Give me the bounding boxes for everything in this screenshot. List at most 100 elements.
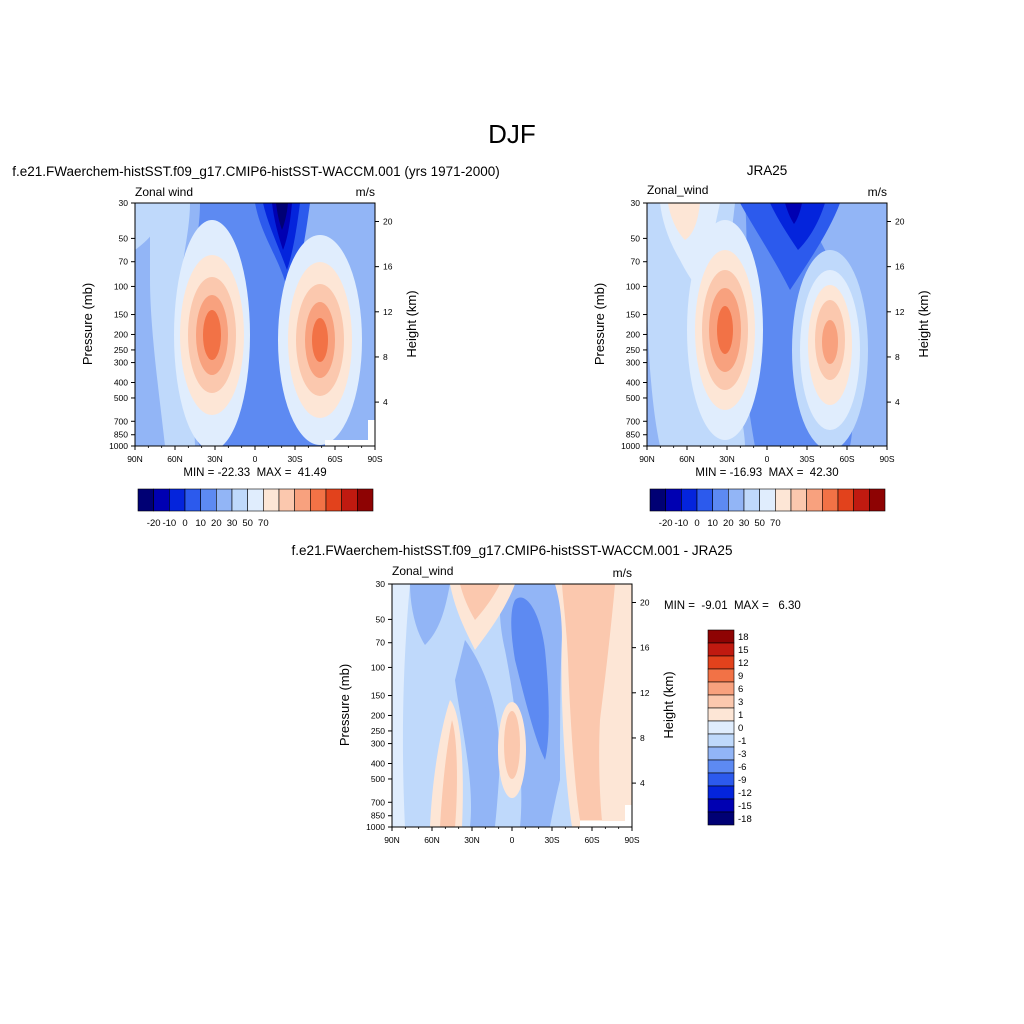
model-colorbar-swatch <box>278 488 295 512</box>
model-colorbar-swatch <box>137 488 154 512</box>
model-contour-band <box>203 310 221 360</box>
diff-units-label: m/s <box>613 566 632 580</box>
diff-colorbar-swatch <box>707 629 735 644</box>
model-colorbar-label: 0 <box>182 518 187 529</box>
diff-colorbar-swatch <box>707 785 735 800</box>
diff-ytick-label: 100 <box>371 662 385 672</box>
obs-ytick-label: 250 <box>626 345 640 355</box>
obs-colorbar-swatch <box>853 488 870 512</box>
diff-colorbar-label: 9 <box>738 671 743 682</box>
obs-stats: MIN = -16.93 MAX = 42.30 <box>695 467 838 479</box>
diff-colorbar-label: -15 <box>738 801 752 812</box>
model-colorbar-swatch <box>357 488 374 512</box>
diff-xtick-label: 60N <box>424 835 440 845</box>
obs-contour-field <box>647 203 887 446</box>
diff-xtick-label: 30N <box>464 835 480 845</box>
model-y2tick-label: 16 <box>383 262 393 272</box>
diff-colorbar-swatch <box>707 759 735 774</box>
diff-contour-band <box>511 597 549 760</box>
model-colorbar-label: 20 <box>211 518 222 529</box>
model-variable-label: Zonal wind <box>135 185 193 199</box>
model-colorbar-label: 70 <box>258 518 269 529</box>
diff-ytick-label: 150 <box>371 691 385 701</box>
diff-ytick-label: 70 <box>376 638 386 648</box>
obs-colorbar: -20 -10 0 10 20 30 50 70 <box>649 488 886 529</box>
model-ylabel: Pressure (mb) <box>80 283 95 365</box>
diff-xtick-label: 60S <box>584 835 599 845</box>
model-xtick-label: 60S <box>327 454 342 464</box>
diff-colorbar-label: -12 <box>738 788 752 799</box>
diff-colorbar-label: 1 <box>738 710 743 721</box>
diff-colorbar-label: 12 <box>738 658 749 669</box>
obs-xtick-label: 30S <box>799 454 814 464</box>
obs-colorbar-swatch <box>696 488 713 512</box>
diff-colorbar-label: 18 <box>738 632 749 643</box>
obs-contour-band <box>785 203 802 224</box>
diff-contour-band <box>455 640 500 827</box>
diff-xtick-label: 0 <box>510 835 515 845</box>
obs-colorbar-label: -10 <box>674 518 688 529</box>
model-colorbar-swatch <box>169 488 186 512</box>
diff-variable-label: Zonal_wind <box>392 564 453 578</box>
obs-colorbar-label: 10 <box>707 518 718 529</box>
diff-ytick-label: 700 <box>371 797 385 807</box>
panel-model: f.e21.FWaerchem-histSST.f09_g17.CMIP6-hi… <box>12 164 499 529</box>
diff-colorbar-label: 6 <box>738 684 743 695</box>
model-xtick-label: 0 <box>253 454 258 464</box>
model-ytick-label: 700 <box>114 416 128 426</box>
model-ytick-label: 200 <box>114 329 128 339</box>
obs-contour-band <box>770 203 825 250</box>
obs-colorbar-label: -20 <box>659 518 673 529</box>
obs-y2tick-label: 12 <box>895 307 905 317</box>
model-colorbar-label: -10 <box>162 518 176 529</box>
diff-colorbar-swatch <box>707 746 735 761</box>
diff-ytick-label: 30 <box>376 579 386 589</box>
model-contour-band <box>276 203 288 230</box>
obs-ytick-label: 50 <box>631 233 641 243</box>
diff-colorbar-swatch <box>707 668 735 683</box>
diff-ytick-label: 250 <box>371 726 385 736</box>
model-colorbar-label: -20 <box>147 518 161 529</box>
obs-ytick-label: 850 <box>626 430 640 440</box>
diff-ylabel: Pressure (mb) <box>337 664 352 746</box>
obs-colorbar-swatch <box>869 488 886 512</box>
obs-ytick-label: 700 <box>626 416 640 426</box>
obs-units-label: m/s <box>868 185 887 199</box>
model-colorbar-label: 30 <box>227 518 238 529</box>
diff-colorbar-label: -18 <box>738 814 752 825</box>
diff-colorbar-swatch <box>707 733 735 748</box>
obs-y2tick-label: 16 <box>895 262 905 272</box>
diff-colorbar-label: -3 <box>738 749 746 760</box>
obs-y2tick-label: 4 <box>895 397 900 407</box>
diff-contour-band <box>440 720 457 827</box>
diff-contour-band <box>460 584 500 620</box>
figure-title: DJF <box>488 119 536 149</box>
panel-diff: f.e21.FWaerchem-histSST.f09_g17.CMIP6-hi… <box>292 543 801 845</box>
model-panel-title: f.e21.FWaerchem-histSST.f09_g17.CMIP6-hi… <box>12 164 499 179</box>
obs-xtick-label: 90N <box>639 454 655 464</box>
obs-contour-band <box>822 320 838 364</box>
obs-colorbar-swatch <box>806 488 823 512</box>
diff-colorbar-swatch <box>707 720 735 735</box>
obs-colorbar-swatch <box>728 488 745 512</box>
model-xtick-label: 30S <box>287 454 302 464</box>
obs-colorbar-swatch <box>775 488 792 512</box>
obs-colorbar-label: 70 <box>770 518 781 529</box>
obs-colorbar-swatch <box>665 488 682 512</box>
model-colorbar-swatch <box>294 488 311 512</box>
model-xtick-label: 90S <box>367 454 382 464</box>
obs-colorbar-swatch <box>759 488 776 512</box>
obs-colorbar-swatch <box>822 488 839 512</box>
obs-ytick-label: 150 <box>626 310 640 320</box>
diff-y2tick-label: 4 <box>640 778 645 788</box>
diff-ytick-label: 400 <box>371 759 385 769</box>
model-xtick-label: 90N <box>127 454 143 464</box>
diff-xtick-label: 90S <box>624 835 639 845</box>
diff-ytick-label: 300 <box>371 739 385 749</box>
diff-y2tick-label: 20 <box>640 597 650 607</box>
model-colorbar-swatch <box>247 488 264 512</box>
diff-y2tick-label: 12 <box>640 688 650 698</box>
